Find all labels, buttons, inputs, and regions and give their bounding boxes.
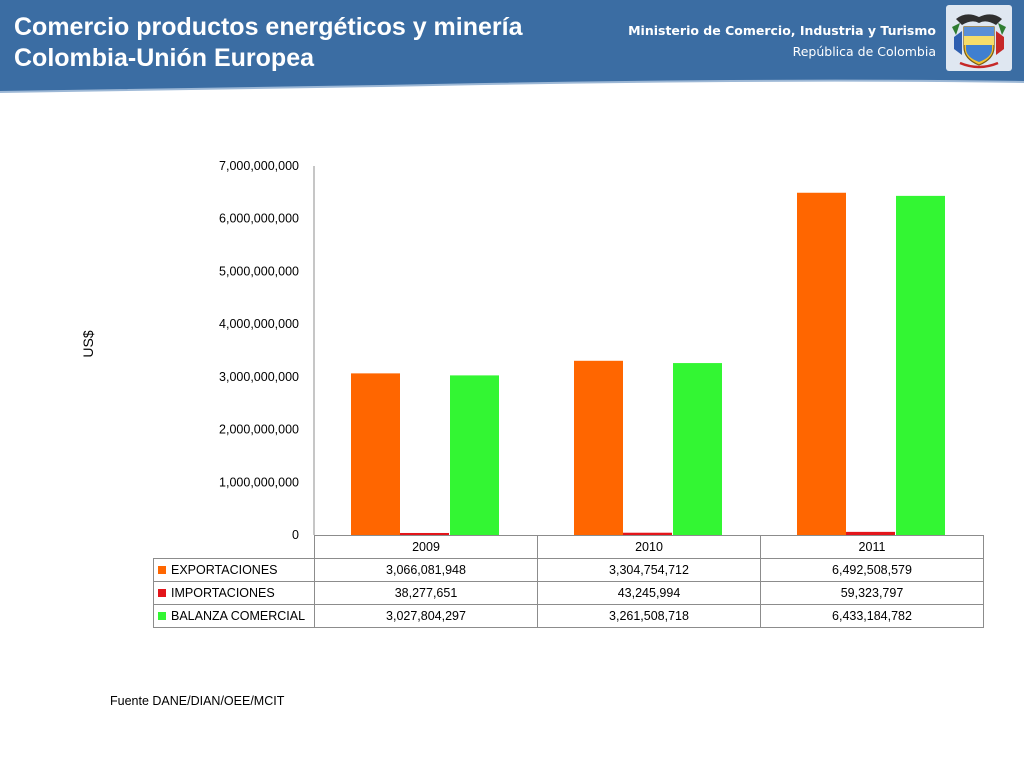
table-cell: 3,261,508,718 [537,604,761,628]
bar-importaciones-2011 [846,531,895,535]
y-axis-label: US$ [80,330,96,357]
table-cell: 3,027,804,297 [314,604,538,628]
bar-exportaciones-2011 [797,192,846,535]
table-corner [153,535,315,559]
year-header: 2010 [537,535,761,559]
bar-exportaciones-2009 [351,373,400,535]
header-background [0,0,1024,93]
legend-cell-balanza-comercial: BALANZA COMERCIAL [153,604,315,628]
y-tick-label: 2,000,000,000 [219,423,299,437]
y-tick-label: 7,000,000,000 [219,159,299,173]
table-row: EXPORTACIONES 3,066,081,948 3,304,754,71… [153,558,984,582]
ministry-block: Ministerio de Comercio, Industria y Turi… [628,20,936,62]
data-table: 2009 2010 2011 EXPORTACIONES 3,066,081,9… [153,535,984,628]
table-cell: 6,433,184,782 [760,604,984,628]
bar-exportaciones-2010 [574,360,623,535]
y-tick-label: 4,000,000,000 [219,317,299,331]
source-note: Fuente DANE/DIAN/OEE/MCIT [110,694,285,708]
legend-swatch [158,612,166,620]
y-tick-label: 0 [292,528,299,540]
year-header: 2011 [760,535,984,559]
title-line-1: Comercio productos energéticos y minería [14,13,523,41]
colombia-coat-of-arms-icon [946,5,1012,71]
series-label: BALANZA COMERCIAL [171,609,306,623]
bar-balanza-comercial-2011 [896,195,945,535]
bar-importaciones-2010 [623,532,672,535]
header-band: Comercio productos energéticos y minería… [0,0,1024,96]
series-label: EXPORTACIONES [171,563,278,577]
title-line-2: Colombia-Unión Europea [14,44,314,72]
table-header-row: 2009 2010 2011 [153,535,984,559]
legend-swatch [158,566,166,574]
table-cell: 43,245,994 [537,581,761,605]
table-cell: 3,304,754,712 [537,558,761,582]
bar-chart: 0 1,000,000,000 2,000,000,000 3,000,000,000… [80,159,945,540]
table-row: IMPORTACIONES 38,277,651 43,245,994 59,3… [153,581,984,605]
legend-swatch [158,589,166,597]
year-header: 2009 [314,535,538,559]
page-title: Comercio productos energéticos y minería… [14,12,522,74]
y-tick-label: 6,000,000,000 [219,212,299,226]
table-row: BALANZA COMERCIAL 3,027,804,297 3,261,50… [153,604,984,628]
table-cell: 6,492,508,579 [760,558,984,582]
y-tick-label: 3,000,000,000 [219,370,299,384]
bar-balanza-comercial-2010 [673,363,722,535]
legend-cell-exportaciones: EXPORTACIONES [153,558,315,582]
y-tick-label: 5,000,000,000 [219,264,299,278]
series-label: IMPORTACIONES [171,586,275,600]
bar-importaciones-2009 [400,532,449,535]
legend-cell-importaciones: IMPORTACIONES [153,581,315,605]
y-axis-ticks: 0 1,000,000,000 2,000,000,000 3,000,000,000… [219,159,299,540]
country-name: República de Colombia [792,44,936,59]
ministry-name: Ministerio de Comercio, Industria y Turi… [628,23,936,38]
bar-series [351,192,945,535]
table-cell: 59,323,797 [760,581,984,605]
y-tick-label: 1,000,000,000 [219,475,299,489]
table-cell: 3,066,081,948 [314,558,538,582]
table-cell: 38,277,651 [314,581,538,605]
bar-balanza-comercial-2009 [450,375,499,535]
